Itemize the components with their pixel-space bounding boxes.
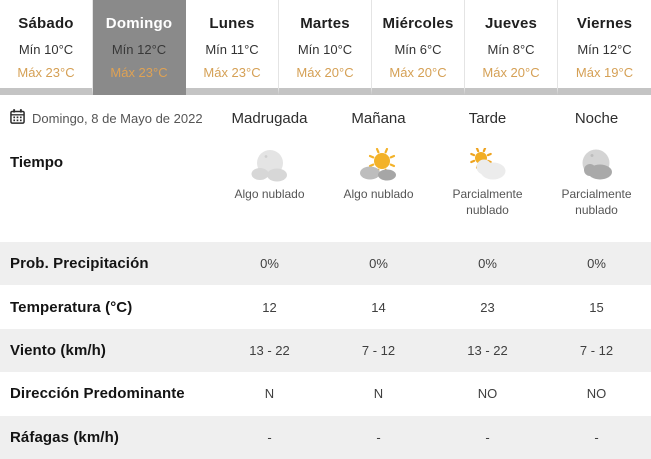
column-header-noche: Noche (574, 109, 619, 127)
row-value: 0% (587, 256, 606, 272)
row-value: 7 - 12 (579, 342, 614, 358)
weather-conditions-row: Tiempo Algo nublado Algo nublado Parcial… (0, 141, 651, 242)
day-part-header-row: Domingo, 8 de Mayo de 2022 Madrugada Mañ… (0, 95, 651, 141)
selected-date: Domingo, 8 de Mayo de 2022 (0, 109, 215, 127)
column-header-tarde: Tarde (468, 109, 507, 127)
table-row-vientokmh: Viento (km/h) 13 - 22 7 - 12 13 - 22 7 - 12 (0, 328, 651, 373)
table-row-rafagaskmh: Ráfagas (km/h) - - - - (0, 415, 651, 459)
day-tab-viernes[interactable]: Viernes Mín 12°C Máx 19°C (558, 0, 651, 95)
weather-condition-label: Parcialmente nublado (452, 187, 523, 217)
row-label: Ráfagas (km/h) (10, 428, 119, 446)
row-value: - (376, 429, 381, 445)
table-row-probprecipitacion: Prob. Precipitación 0% 0% 0% 0% (0, 242, 651, 286)
tab-day-name: Miércoles (382, 15, 454, 32)
day-tab-miercoles[interactable]: Miércoles Mín 6°C Máx 20°C (372, 0, 465, 95)
row-value: NO (586, 386, 607, 402)
row-value: N (264, 386, 275, 402)
tab-max-temp: Máx 23°C (203, 65, 261, 80)
table-row-direccionpredominante: Dirección Predominante N N NO NO (0, 372, 651, 415)
weather-condition-label: Algo nublado (343, 187, 414, 201)
row-label: Viento (km/h) (10, 341, 107, 359)
row-label: Temperatura (°C) (10, 298, 133, 316)
weather-cell: Algo nublado (215, 141, 324, 203)
tab-day-name: Jueves (484, 15, 538, 32)
date-label: Domingo, 8 de Mayo de 2022 (32, 110, 203, 126)
table-row-temperaturac: Temperatura (°C) 12 14 23 15 (0, 285, 651, 328)
tab-min-temp: Mín 12°C (577, 42, 632, 57)
day-tab-jueves[interactable]: Jueves Mín 8°C Máx 20°C (465, 0, 558, 95)
calendar-icon (10, 109, 25, 127)
sun-and-cloud-icon (433, 146, 542, 182)
row-value: 13 - 22 (249, 342, 290, 358)
row-value: NO (477, 386, 498, 402)
column-header-madrugada: Madrugada (231, 109, 308, 127)
tab-min-temp: Mín 12°C (111, 42, 167, 57)
row-value: 23 (480, 299, 495, 315)
tab-max-temp: Máx 19°C (575, 65, 634, 80)
tab-min-temp: Mín 10°C (297, 42, 353, 57)
day-tab-sabado[interactable]: Sábado Mín 10°C Máx 23°C (0, 0, 93, 95)
tab-day-name: Domingo (105, 15, 173, 32)
row-value: 0% (260, 256, 279, 272)
tab-day-name: Viernes (576, 15, 633, 32)
week-day-tabs: Sábado Mín 10°C Máx 23°C Domingo Mín 12°C Máx… (0, 0, 651, 95)
tab-max-temp: Máx 20°C (389, 65, 447, 80)
day-tab-domingo[interactable]: Domingo Mín 12°C Máx 23°C (93, 0, 186, 95)
row-value: - (485, 429, 490, 445)
weather-condition-label: Algo nublado (234, 187, 305, 201)
row-label: Prob. Precipitación (10, 255, 149, 273)
row-value: - (267, 429, 272, 445)
row-value: 7 - 12 (361, 342, 396, 358)
weather-row-label: Tiempo (10, 154, 64, 171)
tab-day-name: Lunes (209, 15, 255, 32)
tab-day-name: Sábado (18, 15, 74, 32)
column-header-manana: Mañana (351, 109, 406, 127)
day-tab-martes[interactable]: Martes Mín 10°C Máx 20°C (279, 0, 372, 95)
tab-min-temp: Mín 6°C (394, 42, 442, 57)
tab-min-temp: Mín 11°C (205, 42, 259, 57)
row-value: 0% (369, 256, 388, 272)
tab-max-temp: Máx 23°C (17, 65, 75, 80)
row-value: - (594, 429, 599, 445)
row-label: Dirección Predominante (10, 385, 185, 403)
row-value: 15 (589, 299, 604, 315)
day-tab-lunes[interactable]: Lunes Mín 11°C Máx 23°C (186, 0, 279, 95)
forecast-table: Prob. Precipitación 0% 0% 0% 0% Temperatura (… (0, 242, 651, 459)
row-value: N (373, 386, 384, 402)
tab-day-name: Martes (300, 15, 350, 32)
row-value: 0% (478, 256, 497, 272)
tab-max-temp: Máx 20°C (482, 65, 540, 80)
weather-cell: Parcialmente nublado (433, 141, 542, 218)
weather-condition-label: Parcialmente nublado (561, 187, 632, 217)
row-value: 14 (371, 299, 386, 315)
row-value: 12 (262, 299, 277, 315)
tab-max-temp: Máx 20°C (296, 65, 354, 80)
weather-cell: Parcialmente nublado (542, 141, 651, 218)
tab-min-temp: Mín 10°C (18, 42, 74, 57)
weather-cell: Algo nublado (324, 141, 433, 203)
tab-max-temp: Máx 23°C (110, 65, 168, 80)
moon-behind-clouds-icon (215, 146, 324, 182)
tab-min-temp: Mín 8°C (487, 42, 535, 57)
row-value: 13 - 22 (467, 342, 508, 358)
sun-behind-cloud-icon (324, 146, 433, 182)
moon-and-cloud-icon (542, 146, 651, 182)
